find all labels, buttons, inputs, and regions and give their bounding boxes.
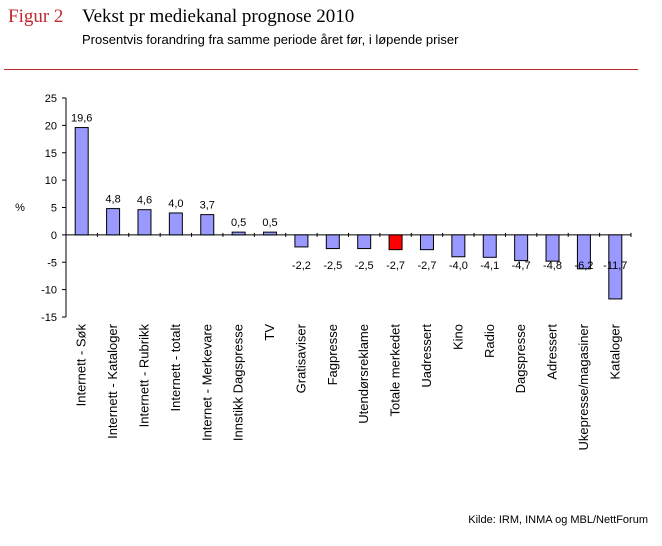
bar (514, 234, 529, 262)
bar (388, 234, 403, 251)
source-note: Kilde: IRM, INMA og MBL/NettForum (468, 514, 648, 526)
bar (545, 234, 560, 262)
y-tick-label: -15 (41, 312, 57, 324)
x-category-label: Internett - totalt (168, 324, 183, 412)
x-category-label: Internett - Søk (74, 324, 89, 407)
bar (325, 234, 340, 250)
chart-title: Vekst pr mediekanal prognose 2010 (82, 6, 355, 27)
bar (231, 231, 246, 236)
y-tick-label: 0 (51, 230, 57, 242)
x-category-label: Internet - Merkevare (199, 324, 214, 441)
data-label: 0,5 (262, 217, 277, 229)
header-divider (4, 69, 638, 70)
bar (106, 208, 121, 236)
data-label: -4,8 (543, 260, 562, 272)
x-category-label: Fagpresse (325, 324, 340, 385)
bar (294, 234, 309, 248)
x-category-label: Kino (450, 324, 465, 350)
data-label: -6,2 (574, 260, 593, 272)
bar (200, 214, 215, 236)
x-category-label: Gratisaviser (293, 323, 308, 393)
bar (74, 127, 89, 236)
data-label: -2,7 (386, 260, 405, 272)
x-category-label: Utendørsreklame (356, 324, 371, 424)
x-category-label: Adressert (545, 324, 560, 380)
data-label: 4,8 (105, 194, 120, 206)
x-category-label: Internett - Rubrikk (136, 324, 151, 428)
x-category-label: TV (262, 324, 277, 341)
y-tick-label: -10 (41, 285, 57, 297)
y-tick-label: 5 (51, 203, 57, 215)
data-label: 0,5 (231, 217, 246, 229)
bar (419, 234, 434, 251)
data-label: -2,2 (292, 260, 311, 272)
y-tick-label: 20 (45, 120, 57, 132)
bar (576, 234, 591, 270)
data-label: 4,0 (168, 198, 183, 210)
data-label: 19,6 (71, 113, 92, 125)
data-label: 4,6 (137, 195, 152, 207)
x-category-label: Internett - Kataloger (105, 323, 120, 439)
data-label: -11,7 (603, 260, 627, 272)
figure-label: Figur 2 (8, 6, 64, 27)
y-tick-label: 25 (45, 93, 57, 105)
x-category-label: Innstikk Dagspresse (231, 324, 246, 441)
y-axis-title: % (15, 202, 25, 214)
chart-subtitle: Prosentvis forandring fra samme periode … (82, 32, 459, 47)
y-tick-label: 15 (45, 148, 57, 160)
x-category-label: Totale merkedet (388, 324, 403, 417)
x-category-label: Radio (482, 324, 497, 358)
bar (608, 234, 623, 300)
data-label: -4,1 (480, 260, 499, 272)
x-category-label: Dagspresse (513, 324, 528, 393)
bar (168, 212, 183, 236)
data-label: -2,5 (355, 260, 374, 272)
data-label: -4,7 (512, 260, 531, 272)
bar (263, 231, 278, 236)
data-label: 3,7 (200, 200, 215, 212)
x-category-label: Uadressert (419, 324, 434, 388)
y-tick-label: 10 (45, 175, 57, 187)
bar (137, 209, 152, 236)
y-tick-label: -5 (47, 257, 57, 269)
data-label: -2,5 (323, 260, 342, 272)
data-label: -4,0 (449, 260, 468, 272)
data-label: -2,7 (417, 260, 436, 272)
x-category-label: Ukepresse/magasiner (576, 323, 591, 450)
bar (357, 234, 372, 250)
bar (451, 234, 466, 258)
bar (482, 234, 497, 258)
x-category-label: Kataloger (607, 323, 622, 379)
